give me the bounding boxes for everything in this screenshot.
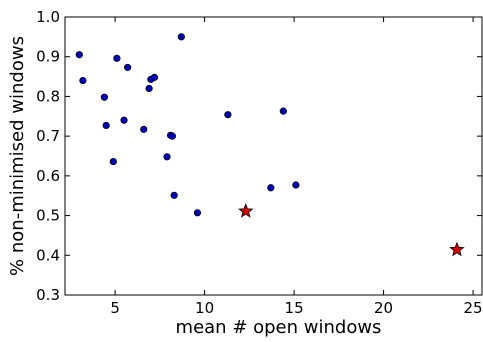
circle-point [109, 157, 117, 166]
circle-point [168, 132, 176, 140]
y-tick-label: 0.5 [36, 207, 60, 225]
circle-point [224, 111, 232, 119]
circle-point [163, 153, 171, 161]
circle-point [113, 54, 121, 62]
y-tick-label: 0.8 [36, 87, 60, 105]
circle-point [100, 93, 108, 101]
circle-point [75, 51, 83, 59]
y-tick-label: 0.9 [36, 48, 60, 66]
x-tick-label: 25 [464, 299, 483, 317]
y-tick-label: 0.4 [36, 246, 60, 264]
y-tick-label: 1.0 [36, 8, 60, 26]
circle-point [177, 33, 185, 41]
x-tick-label: 5 [110, 299, 120, 317]
y-axis-title: % non-minimised windows [7, 36, 28, 276]
plot-frame [64, 16, 483, 296]
circle-point [170, 191, 178, 199]
circle-point [279, 107, 287, 115]
y-axis-ticks: 0.3 0.4 0.5 0.6 0.7 0.8 0.9 1.0 [36, 8, 482, 304]
x-tick-label: 15 [285, 299, 304, 317]
circle-point [120, 116, 128, 124]
x-tick-label: 20 [374, 299, 393, 317]
y-tick-label: 0.3 [36, 286, 60, 304]
circle-point [140, 125, 148, 133]
circle-point [102, 121, 110, 130]
x-tick-label: 10 [195, 299, 214, 317]
y-tick-label: 0.6 [36, 167, 60, 185]
circle-point [145, 84, 153, 93]
data-points [75, 33, 465, 257]
star-point [449, 241, 465, 257]
star-point [238, 203, 254, 218]
circle-point [124, 63, 132, 72]
circle-point [193, 209, 202, 217]
circle-point [267, 184, 275, 192]
x-axis-title: mean # open windows [176, 317, 382, 338]
y-tick-label: 0.7 [36, 127, 60, 145]
circle-point [150, 73, 159, 81]
circle-point [79, 76, 87, 85]
circle-point [292, 181, 300, 189]
plot-frame-group [64, 16, 483, 296]
x-axis-ticks: 5 10 15 20 25 [110, 17, 483, 317]
